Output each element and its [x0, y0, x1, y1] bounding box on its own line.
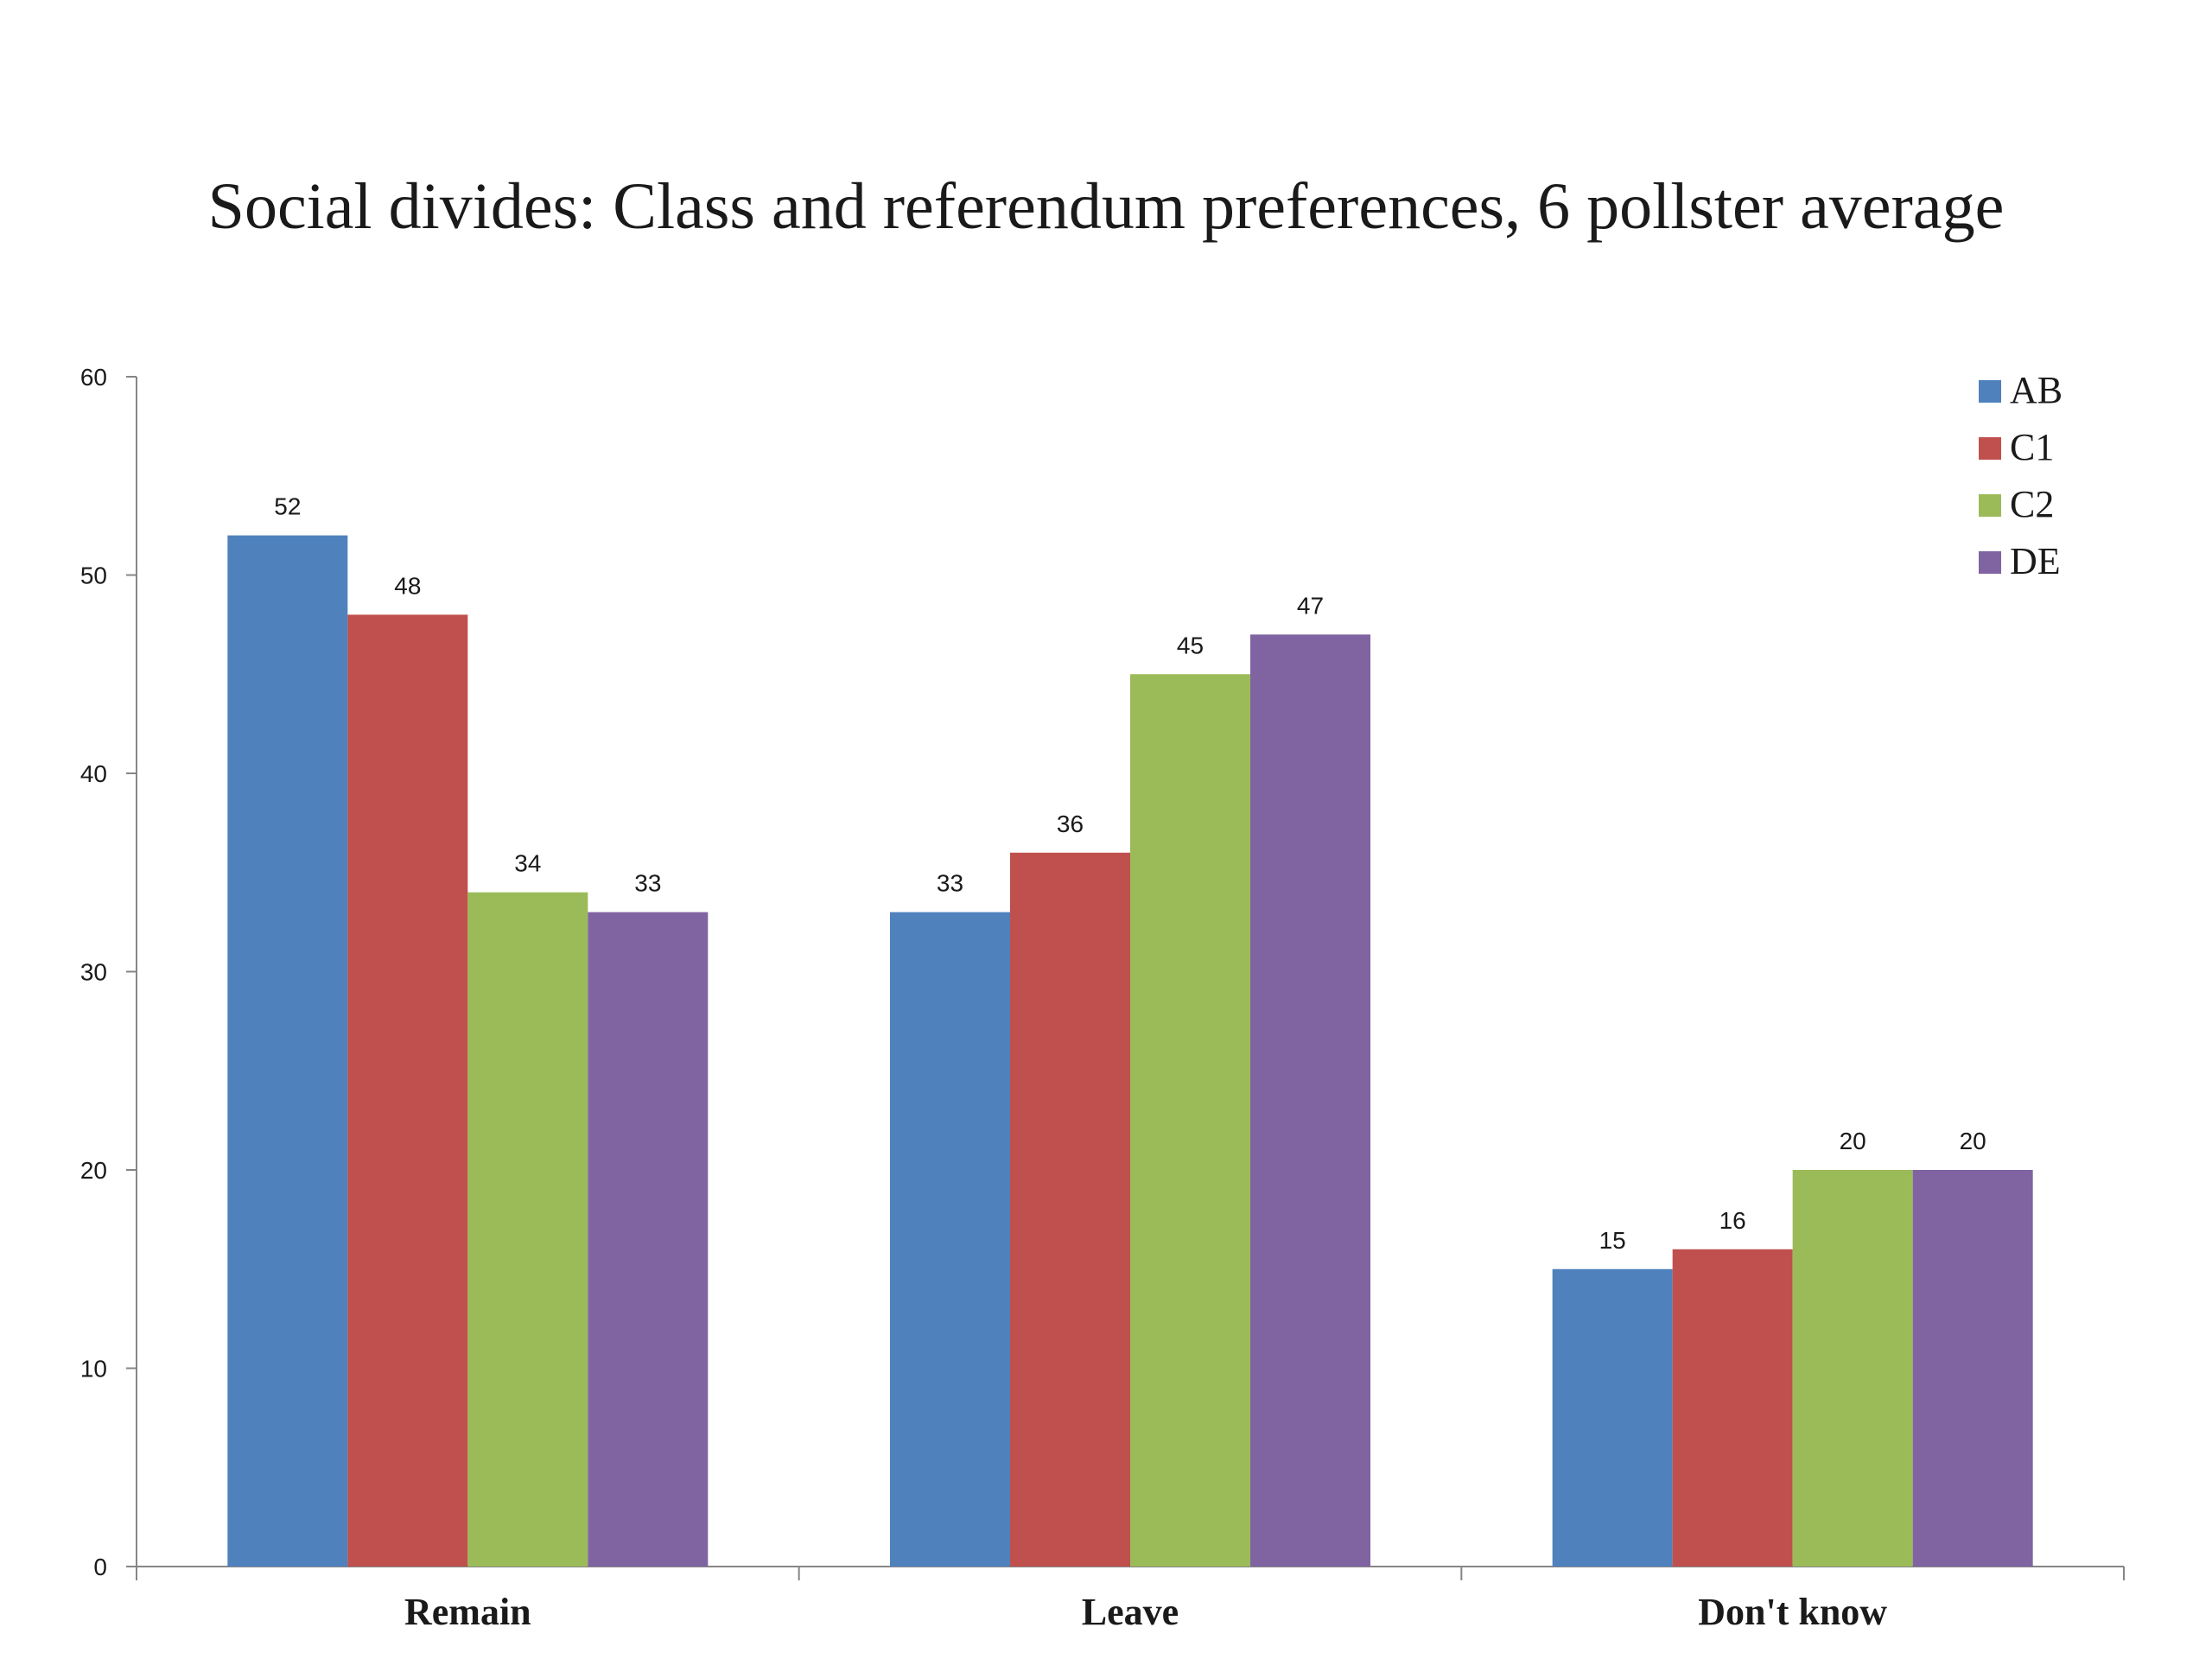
- data-label: 45: [1177, 632, 1204, 658]
- data-labels: 52 48 34 33 33 36 45 47 15 16 20 20: [274, 493, 1986, 1254]
- bar-de: [1250, 634, 1370, 1567]
- data-label: 20: [1960, 1128, 1986, 1154]
- legend-swatch-c2: [1979, 494, 2001, 517]
- data-label: 33: [937, 870, 963, 897]
- bar-c1: [1010, 852, 1130, 1567]
- data-label: 34: [514, 850, 541, 877]
- bar-de: [588, 912, 709, 1567]
- category-label: Don't know: [1698, 1591, 1887, 1633]
- legend-swatch-ab: [1979, 380, 2001, 403]
- y-tick-label: 40: [80, 760, 107, 787]
- y-tick-label: 10: [80, 1356, 107, 1382]
- legend-swatch-de: [1979, 551, 2001, 574]
- legend-label: C2: [2010, 483, 2054, 525]
- bar-c2: [1792, 1170, 1913, 1567]
- data-label: 33: [634, 870, 661, 897]
- y-tick-label: 0: [93, 1554, 107, 1580]
- bar-ab: [890, 912, 1010, 1567]
- legend-label: DE: [2010, 540, 2061, 582]
- y-tick-label: 60: [80, 364, 107, 391]
- data-label: 20: [1840, 1128, 1866, 1154]
- legend: AB C1 C2 DE: [1979, 369, 2063, 582]
- data-label: 15: [1599, 1227, 1626, 1254]
- bar-ab: [227, 535, 348, 1567]
- data-label: 16: [1719, 1207, 1746, 1234]
- data-label: 48: [394, 572, 421, 599]
- legend-label: C1: [2010, 426, 2054, 468]
- legend-swatch-c1: [1979, 437, 2001, 460]
- chart-title: Social divides: Class and referendum pre…: [208, 170, 2005, 243]
- data-label: 47: [1297, 592, 1324, 619]
- legend-label: AB: [2010, 369, 2063, 411]
- y-tick-label: 50: [80, 563, 107, 589]
- bars: [227, 535, 2033, 1567]
- y-tick-label: 20: [80, 1157, 107, 1184]
- data-label: 36: [1057, 810, 1084, 837]
- bar-c1: [1672, 1249, 1793, 1567]
- y-tick-label: 30: [80, 959, 107, 986]
- bar-c2: [467, 892, 588, 1567]
- category-label: Leave: [1082, 1591, 1179, 1633]
- bar-c2: [1130, 674, 1250, 1567]
- bar-de: [1912, 1170, 2033, 1567]
- category-label: Remain: [404, 1591, 531, 1633]
- data-label: 52: [274, 493, 301, 520]
- bar-c1: [347, 614, 468, 1567]
- bar-ab: [1552, 1268, 1673, 1567]
